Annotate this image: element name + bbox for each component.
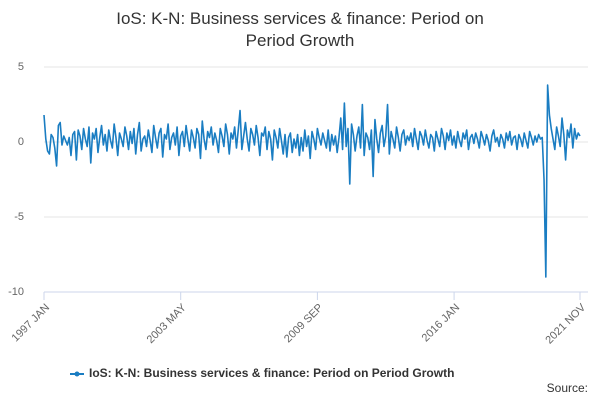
legend-label: IoS: K-N: Business services & finance: P…	[89, 366, 454, 380]
chart-title: IoS: K-N: Business services & finance: P…	[116, 9, 484, 50]
x-tick-label: 2009 SEP	[282, 302, 326, 346]
x-tick-label: 2016 JAN	[420, 302, 463, 345]
y-tick-label: 5	[18, 61, 24, 73]
x-tick-label: 2021 NOV	[543, 301, 588, 346]
source: Source:	[547, 381, 588, 395]
y-tick-label: -10	[8, 286, 24, 298]
x-tick-label: 1997 JAN	[10, 302, 53, 345]
x-tick-label: 2003 MAY	[145, 301, 190, 346]
data-line	[43, 84, 581, 278]
y-tick-label: 0	[18, 136, 24, 148]
legend-marker	[74, 371, 80, 377]
y-tick-label: -5	[14, 211, 24, 223]
